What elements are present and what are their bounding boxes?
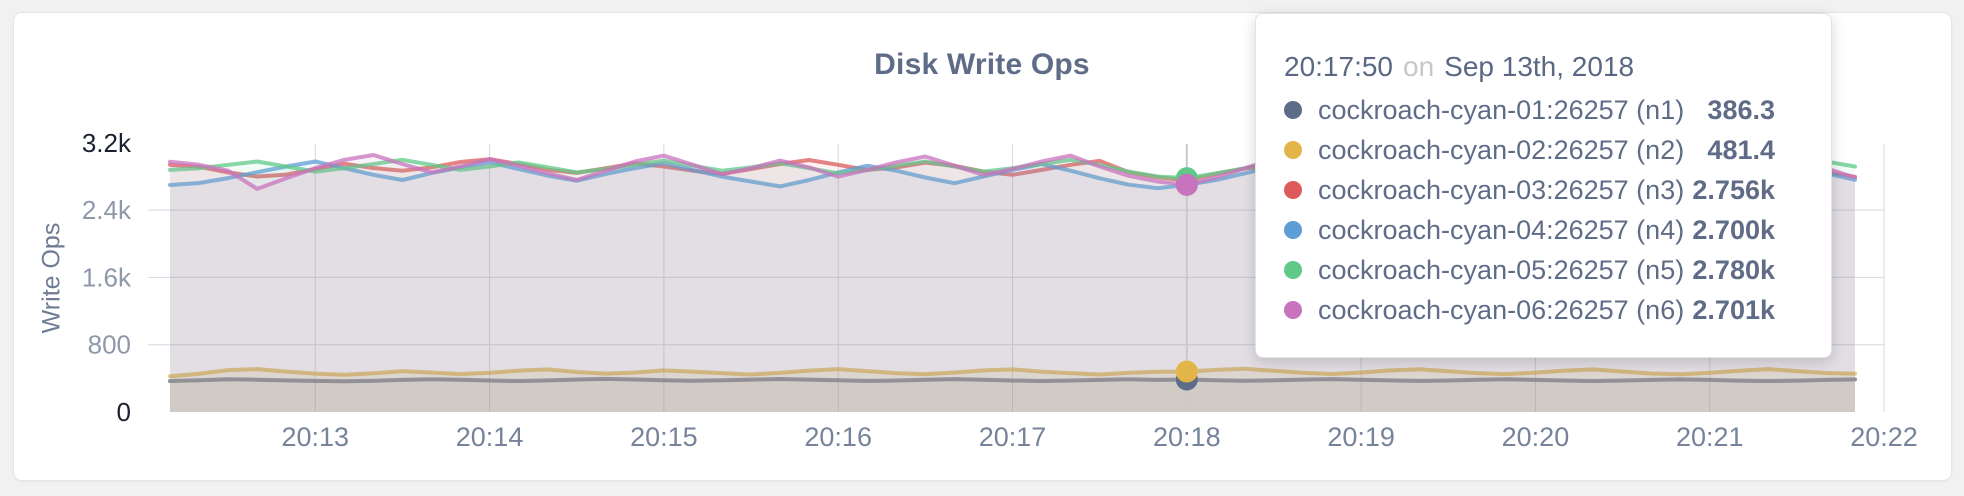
series-area xyxy=(170,368,1855,412)
x-tick-label: 20:18 xyxy=(1153,422,1221,452)
tooltip-rows: cockroach-cyan-01:26257 (n1) 386.3 cockroa… xyxy=(1284,90,1775,330)
series-value: 2.780k xyxy=(1692,254,1775,285)
tooltip-date: Sep 13th, 2018 xyxy=(1444,51,1635,82)
series-color-dot-icon xyxy=(1284,101,1302,119)
series-line xyxy=(168,366,1857,379)
x-tick-label: 20:19 xyxy=(1327,422,1395,452)
tooltip-header: 20:17:50 on Sep 13th, 2018 xyxy=(1284,44,1775,90)
series-name: cockroach-cyan-03:26257 (n3) xyxy=(1318,174,1685,205)
tooltip-row: cockroach-cyan-03:26257 (n3) 2.756k xyxy=(1284,170,1775,210)
series-value: 2.756k xyxy=(1692,174,1775,205)
series-name: cockroach-cyan-04:26257 (n4) xyxy=(1318,214,1685,245)
x-tick-label: 20:20 xyxy=(1502,422,1570,452)
tooltip-row: cockroach-cyan-06:26257 (n6) 2.701k xyxy=(1284,290,1775,330)
hover-dot-6 xyxy=(1175,173,1198,196)
chart-title: Disk Write Ops xyxy=(874,48,1090,81)
series-name: cockroach-cyan-02:26257 (n2) xyxy=(1318,134,1685,165)
x-tick-label: 20:22 xyxy=(1850,422,1918,452)
hover-marker xyxy=(1175,144,1198,412)
hover-dot-2 xyxy=(1175,360,1198,383)
chart-tooltip: 20:17:50 on Sep 13th, 2018 cockroach-cya… xyxy=(1255,13,1832,358)
series-value: 2.701k xyxy=(1692,294,1775,325)
x-tick-label: 20:15 xyxy=(630,422,698,452)
series-value: 2.700k xyxy=(1692,214,1775,245)
series-color-dot-icon xyxy=(1284,221,1302,239)
tooltip-row: cockroach-cyan-05:26257 (n5) 2.780k xyxy=(1284,250,1775,290)
series-value: 481.4 xyxy=(1707,134,1775,165)
series-color-dot-icon xyxy=(1284,181,1302,199)
series-name: cockroach-cyan-06:26257 (n6) xyxy=(1318,294,1685,325)
series-area xyxy=(170,378,1855,412)
y-tick-label: 3.2k xyxy=(82,128,132,158)
y-tick-label: 2.4k xyxy=(82,195,132,225)
x-tick-label: 20:14 xyxy=(456,422,524,452)
series-1 xyxy=(168,376,1857,412)
x-tick-label: 20:17 xyxy=(979,422,1047,452)
series-color-dot-icon xyxy=(1284,141,1302,159)
series-color-dot-icon xyxy=(1284,261,1302,279)
tooltip-time: 20:17:50 xyxy=(1284,51,1393,82)
y-tick-label: 0 xyxy=(117,397,131,427)
series-value: 386.3 xyxy=(1707,94,1775,125)
series-name: cockroach-cyan-05:26257 (n5) xyxy=(1318,254,1685,285)
tooltip-row: cockroach-cyan-02:26257 (n2) 481.4 xyxy=(1284,130,1775,170)
y-tick-label: 1.6k xyxy=(82,262,132,292)
x-tick-label: 20:13 xyxy=(281,422,349,452)
tooltip-row: cockroach-cyan-01:26257 (n1) 386.3 xyxy=(1284,90,1775,130)
x-tick-label: 20:16 xyxy=(804,422,872,452)
x-tick-label: 20:21 xyxy=(1676,422,1744,452)
x-axis-ticks: 20:13 20:14 20:15 20:16 20:17 20:18 20:19 20:20… xyxy=(281,422,1917,452)
series-name: cockroach-cyan-01:26257 (n1) xyxy=(1318,94,1685,125)
tooltip-row: cockroach-cyan-04:26257 (n4) 2.700k xyxy=(1284,210,1775,250)
series-2 xyxy=(168,366,1857,412)
y-tick-label: 800 xyxy=(88,330,131,360)
series-line xyxy=(168,376,1857,384)
tooltip-connector: on xyxy=(1403,51,1435,82)
series-color-dot-icon xyxy=(1284,301,1302,319)
y-axis-ticks: 0 800 1.6k 2.4k 3.2k xyxy=(82,128,132,427)
